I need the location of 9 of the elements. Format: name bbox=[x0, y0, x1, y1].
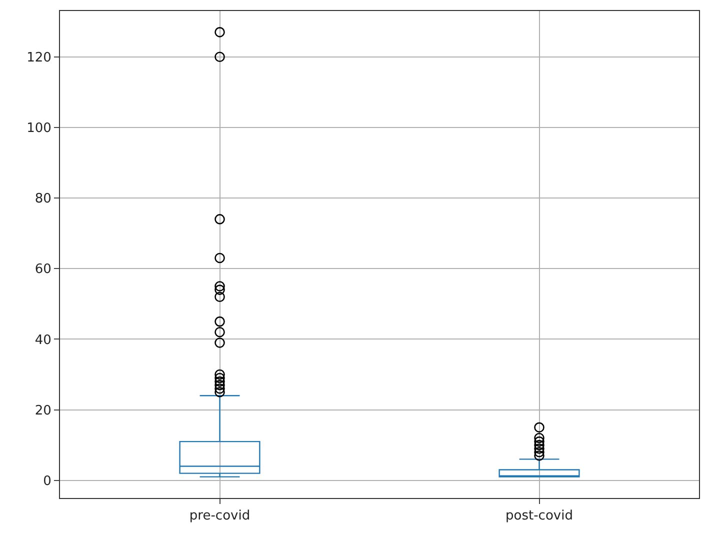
y-tick-label: 120 bbox=[26, 50, 52, 66]
y-tick-label: 100 bbox=[26, 121, 52, 136]
y-tick-label: 80 bbox=[34, 192, 52, 207]
x-tick-label: post-covid bbox=[506, 508, 573, 524]
y-tick-label: 60 bbox=[34, 262, 52, 278]
y-tick-label: 40 bbox=[34, 332, 52, 348]
x-tick-label: pre-covid bbox=[189, 508, 250, 524]
y-tick-label: 20 bbox=[34, 403, 52, 418]
y-tick-label: 0 bbox=[43, 474, 52, 489]
